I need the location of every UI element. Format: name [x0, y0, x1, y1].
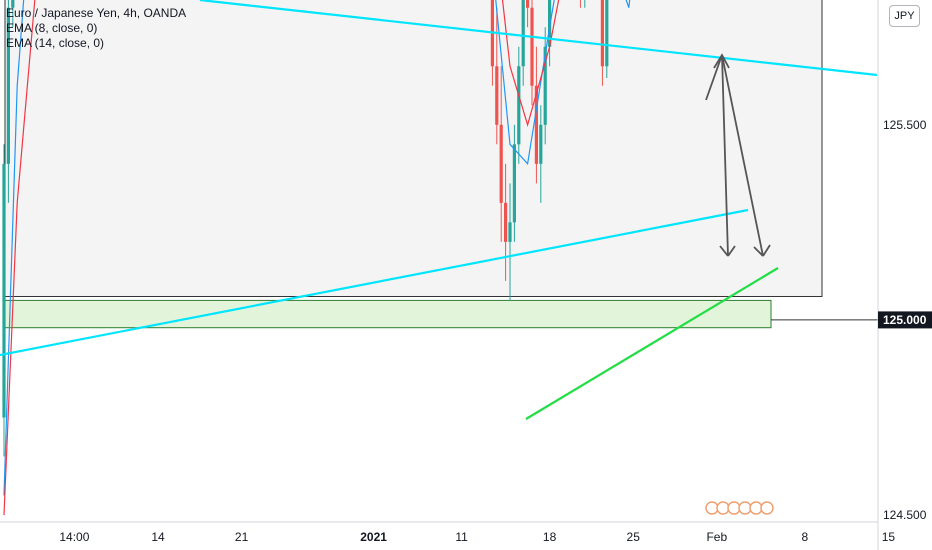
- ema-slow-label: EMA (14, close, 0): [6, 36, 105, 50]
- candle-body: [495, 66, 499, 125]
- arrowhead-2b: [753, 246, 764, 257]
- time-tick-label: 18: [543, 530, 557, 544]
- price-tick-label: 124.500: [883, 508, 927, 522]
- chart-legend: Euro / Japanese Yen, 4h, OANDA EMA (8, c…: [6, 6, 186, 51]
- candle-body: [526, 0, 530, 8]
- candle-body: [6, 7, 10, 164]
- arrowhead-1b: [719, 245, 729, 257]
- event-markers[interactable]: [705, 501, 774, 515]
- event-marker: [727, 501, 741, 515]
- time-tick-label: 21: [235, 530, 249, 544]
- arrowhead-2a: [762, 244, 771, 257]
- price-axis: 127.000126.500125.500124.500127.557127.5…: [877, 0, 932, 550]
- symbol-title: Euro / Japanese Yen, 4h, OANDA: [6, 6, 187, 20]
- event-marker: [738, 501, 752, 515]
- candle-body: [508, 222, 512, 242]
- projection-path-2: [721, 54, 764, 257]
- event-marker: [705, 501, 719, 515]
- time-axis: 14:00 14 21 2021 11 18 25 Feb 8 15: [0, 521, 896, 544]
- candle-body: [605, 0, 609, 67]
- candle-body: [548, 0, 552, 47]
- arrowhead-1a: [727, 245, 736, 257]
- event-marker: [716, 501, 730, 515]
- time-tick-label: Feb: [706, 530, 727, 544]
- time-tick-label: 14: [151, 530, 165, 544]
- descending-trendline: [199, 0, 878, 77]
- currency-button[interactable]: JPY: [889, 5, 920, 27]
- candle-body: [600, 0, 604, 67]
- candle-body: [512, 144, 516, 223]
- rising-trendline: [0, 208, 749, 357]
- candle-body: [517, 66, 521, 145]
- candle-body: [539, 124, 543, 164]
- time-tick-label: 25: [627, 530, 641, 544]
- candle-body: [521, 0, 525, 67]
- time-tick-label: 14:00: [59, 530, 89, 544]
- time-tick-label: 15: [882, 530, 896, 544]
- candle-body: [504, 202, 508, 242]
- candle-body: [2, 163, 6, 418]
- range-box: [4, 0, 823, 297]
- candle-body: [530, 7, 534, 86]
- time-tick-label: 2021: [360, 530, 387, 544]
- time-tick-label: 8: [801, 530, 808, 544]
- candle-body: [11, 0, 15, 8]
- drawings-layer: [0, 0, 878, 420]
- arrowhead-up: [713, 53, 730, 69]
- event-marker: [749, 501, 763, 515]
- event-marker: [760, 501, 774, 515]
- support-trendline: [525, 267, 779, 420]
- candle-body: [534, 85, 538, 164]
- bottom-zone: [2, 299, 772, 329]
- candle-body: [499, 124, 503, 203]
- price-label: 125.000: [883, 313, 927, 327]
- price-label-bg: [878, 311, 932, 329]
- zones-layer: [2, 299, 878, 329]
- ema-fast-label: EMA (8, close, 0): [6, 21, 98, 35]
- range-box-layer: [4, 0, 823, 297]
- price-tick-label: 125.500: [883, 118, 927, 132]
- time-tick-label: 11: [455, 530, 468, 544]
- candle-body: [543, 46, 547, 125]
